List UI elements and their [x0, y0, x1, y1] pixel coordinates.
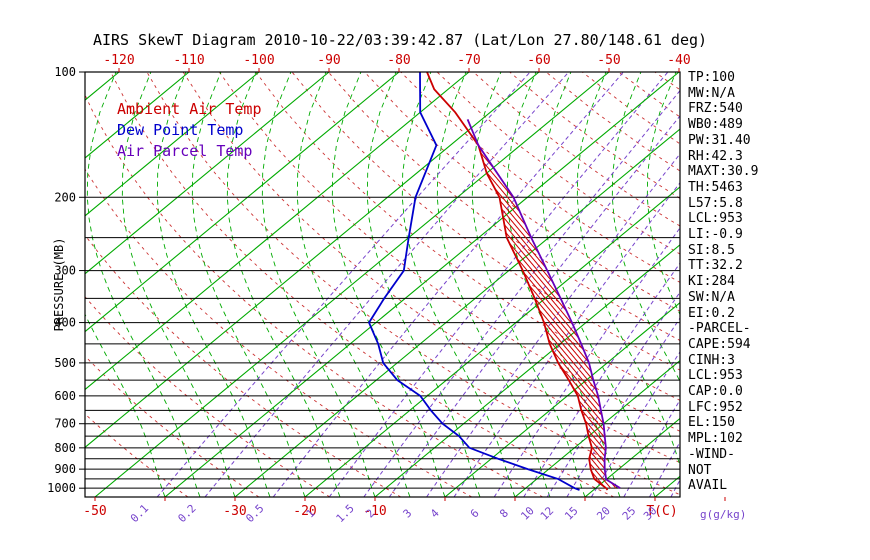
stat-line: CAPE:594: [688, 336, 751, 352]
pressure-gridlines: [85, 71, 680, 489]
stats-panel: TP:100 MW:N/A FRZ:540 WB0:489 PW:31.40 RH:42.…: [688, 70, 866, 494]
stat-line: CAP:0.0: [688, 384, 743, 400]
mixing-ratio-unit-label: g(g/kg): [700, 508, 746, 521]
svg-text:-100: -100: [243, 53, 274, 68]
stat-line: TH:5463: [688, 179, 743, 195]
chart-title: AIRS SkewT Diagram 2010-10-22/03:39:42.8…: [92, 31, 708, 49]
svg-text:0.5: 0.5: [243, 502, 266, 525]
svg-text:200: 200: [54, 190, 76, 204]
svg-text:4: 4: [428, 506, 442, 520]
stat-line: NOT: [688, 462, 712, 478]
stat-line: WB0:489: [688, 117, 743, 133]
stat-line: -WIND-: [688, 446, 735, 462]
stat-line: KI:284: [688, 274, 735, 290]
stat-line: AVAIL: [688, 478, 728, 494]
top-axis-labels: -120 -110 -100 -90 -80 -70 -60 -50 -40: [103, 53, 691, 72]
legend-ambient-air-temp: Ambient Air Temp: [117, 100, 262, 118]
svg-text:800: 800: [54, 441, 76, 455]
svg-text:1.5: 1.5: [334, 502, 357, 525]
stat-line: LCL:953: [688, 211, 743, 227]
stat-line: -PARCEL-: [688, 321, 751, 337]
legend-dew-point-temp: Dew Point Temp: [117, 121, 244, 139]
svg-text:-90: -90: [317, 53, 340, 68]
svg-text:100: 100: [54, 65, 76, 79]
svg-text:700: 700: [54, 417, 76, 431]
legend: Ambient Air Temp Dew Point Temp Air Parc…: [117, 99, 262, 162]
svg-text:-110: -110: [173, 53, 204, 68]
air-parcel-temp-line: [466, 119, 621, 489]
stat-line: SW:N/A: [688, 289, 735, 305]
stat-line: MPL:102: [688, 431, 743, 447]
svg-text:10: 10: [518, 504, 537, 523]
svg-text:3: 3: [401, 507, 415, 521]
svg-text:500: 500: [54, 356, 76, 370]
profiles: [367, 72, 621, 491]
svg-text:20: 20: [594, 504, 613, 523]
svg-text:-20: -20: [293, 504, 316, 519]
svg-text:0.1: 0.1: [128, 502, 151, 525]
svg-text:-30: -30: [223, 504, 246, 519]
cape-hatch-area: [478, 145, 621, 489]
svg-text:-50: -50: [597, 53, 620, 68]
svg-text:-40: -40: [667, 53, 690, 68]
svg-text:-50: -50: [83, 504, 106, 519]
isotherms: [85, 72, 680, 497]
svg-text:-120: -120: [103, 53, 134, 68]
stat-line: SI:8.5: [688, 242, 735, 258]
svg-text:600: 600: [54, 389, 76, 403]
svg-text:400: 400: [54, 316, 76, 330]
svg-text:15: 15: [562, 504, 581, 523]
svg-text:300: 300: [54, 264, 76, 278]
bottom-axis-labels: -50 -30 -20 -10 T(C): [83, 497, 726, 519]
legend-air-parcel-temp: Air Parcel Temp: [117, 142, 253, 160]
stat-line: TT:32.2: [688, 258, 743, 274]
ambient-air-temp-line: [426, 72, 609, 491]
pressure-axis-labels: 100 200 300 400 500 600 700 800 900 1000: [47, 65, 85, 495]
svg-text:900: 900: [54, 462, 76, 476]
temp-axis-unit-label: T(C): [646, 504, 677, 519]
svg-text:1000: 1000: [47, 481, 76, 495]
svg-text:12: 12: [538, 504, 557, 523]
svg-text:8: 8: [497, 507, 511, 521]
dew-point-temp-line: [367, 72, 580, 491]
svg-text:0.2: 0.2: [175, 502, 198, 525]
stat-line: LI:-0.9: [688, 227, 743, 243]
stat-line: LCL:953: [688, 368, 743, 384]
stat-line: RH:42.3: [688, 148, 743, 164]
stat-line: MAXT:30.9: [688, 164, 759, 180]
stat-line: LFC:952: [688, 399, 743, 415]
moist-adiabats: [85, 72, 680, 497]
svg-text:25: 25: [620, 504, 639, 523]
stat-line: PW:31.40: [688, 132, 751, 148]
stat-line: EL:150: [688, 415, 735, 431]
stat-line: EI:0.2: [688, 305, 735, 321]
stat-line: FRZ:540: [688, 101, 743, 117]
stat-line: CINH:3: [688, 352, 735, 368]
stat-line: TP:100: [688, 70, 735, 85]
pressure-axis-title: PRESSURE (MB): [52, 238, 66, 332]
svg-text:-80: -80: [387, 53, 410, 68]
svg-text:6: 6: [468, 507, 482, 521]
plot-frame: [84, 71, 681, 498]
svg-text:-10: -10: [363, 504, 386, 519]
svg-text:-70: -70: [457, 53, 480, 68]
stat-line: MW:N/A: [688, 85, 735, 101]
svg-text:-60: -60: [527, 53, 550, 68]
stat-line: L57:5.8: [688, 195, 743, 211]
